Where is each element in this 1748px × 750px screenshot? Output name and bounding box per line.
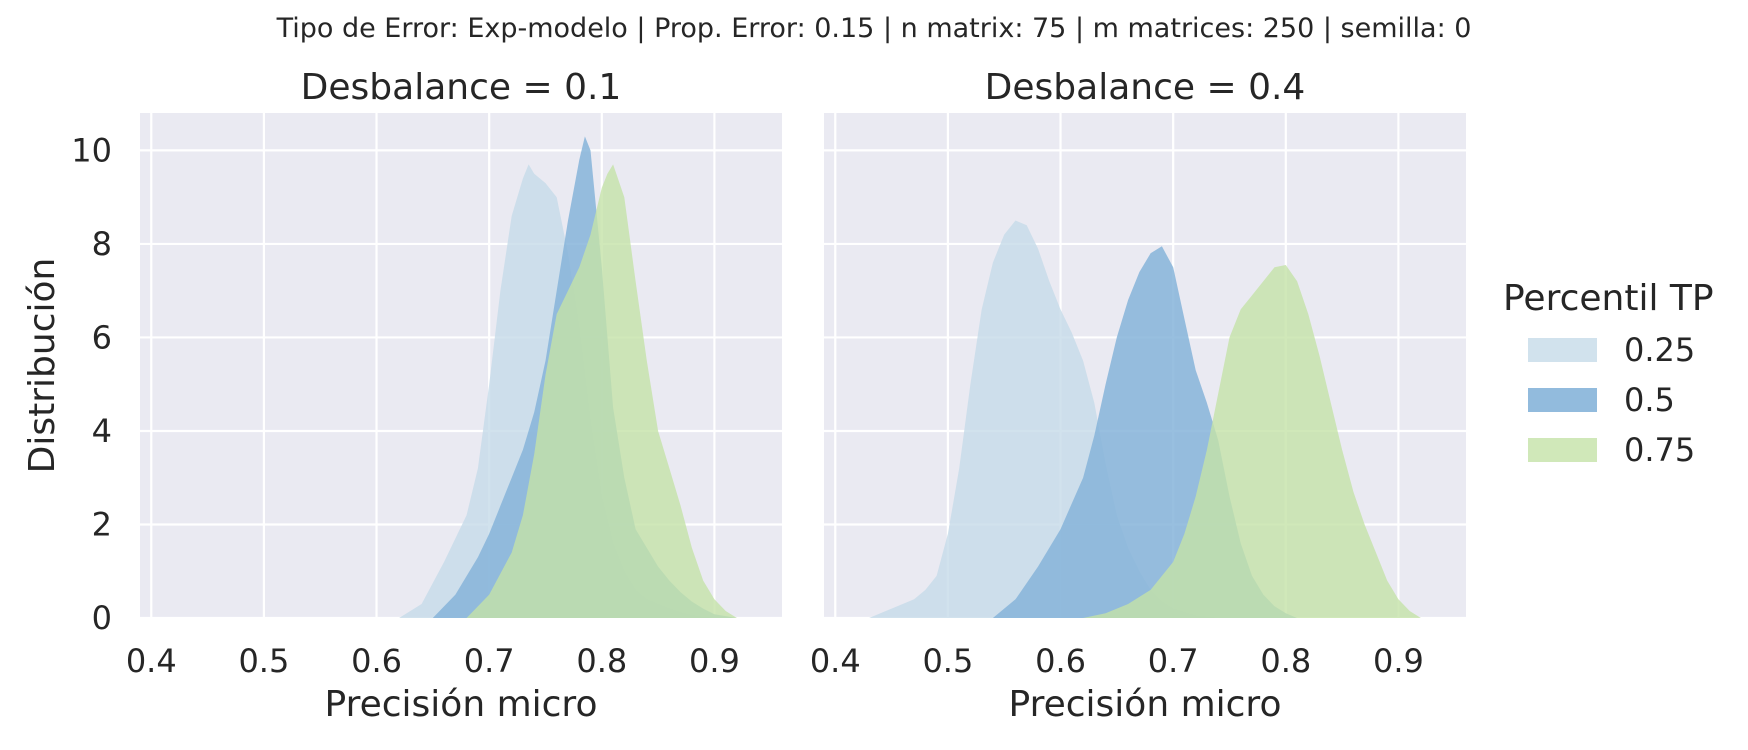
x-tick-label: 0.7 (464, 642, 515, 680)
x-tick-label: 0.4 (126, 642, 177, 680)
kde-area-0.25 (869, 220, 1219, 618)
x-tick-label: 0.6 (351, 642, 402, 680)
panel-desbalance-0.1: 0.4 0.5 0.6 0.7 0.8 0.9 0 2 4 6 8 10 Distribución Pre… (22, 67, 782, 725)
panel-title: Desbalance = 0.4 (985, 67, 1306, 108)
y-tick-label: 6 (92, 318, 112, 356)
legend: Percentil TP 0.25 0.5 0.75 (1503, 278, 1714, 469)
legend-swatch-0.25 (1528, 338, 1597, 362)
kde-area-0.75 (1083, 265, 1421, 618)
figure-suptitle: Tipo de Error: Exp-modelo | Prop. Error:… (276, 13, 1472, 44)
x-axis-label: Precisión micro (1009, 684, 1282, 725)
legend-label-0.25: 0.25 (1624, 331, 1695, 369)
legend-label-0.75: 0.75 (1624, 431, 1695, 469)
x-tick-label: 0.8 (1260, 642, 1311, 680)
y-tick-label: 10 (71, 131, 112, 169)
x-axis-label: Precisión micro (325, 684, 598, 725)
x-tick-label: 0.6 (1035, 642, 1086, 680)
y-tick-label: 4 (92, 412, 112, 450)
x-tick-label: 0.9 (689, 642, 740, 680)
y-axis-label: Distribución (22, 258, 63, 474)
y-tick-label: 2 (92, 505, 112, 543)
x-tick-label: 0.4 (810, 642, 861, 680)
x-tick-label: 0.5 (238, 642, 289, 680)
x-tick-label: 0.9 (1373, 642, 1424, 680)
kde-area-0.75 (466, 164, 737, 618)
x-tick-label: 0.7 (1148, 642, 1199, 680)
panel-title: Desbalance = 0.1 (301, 67, 622, 108)
y-tick-label: 0 (92, 599, 112, 637)
x-tick-label: 0.8 (576, 642, 627, 680)
x-tick-label: 0.5 (922, 642, 973, 680)
panel-desbalance-0.4: 0.4 0.5 0.6 0.7 0.8 0.9 Precisión micro Desbala… (810, 67, 1466, 725)
y-tick-label: 8 (92, 225, 112, 263)
legend-title: Percentil TP (1503, 278, 1714, 319)
legend-swatch-0.75 (1528, 438, 1597, 462)
legend-swatch-0.5 (1528, 388, 1597, 412)
legend-label-0.5: 0.5 (1624, 381, 1675, 419)
